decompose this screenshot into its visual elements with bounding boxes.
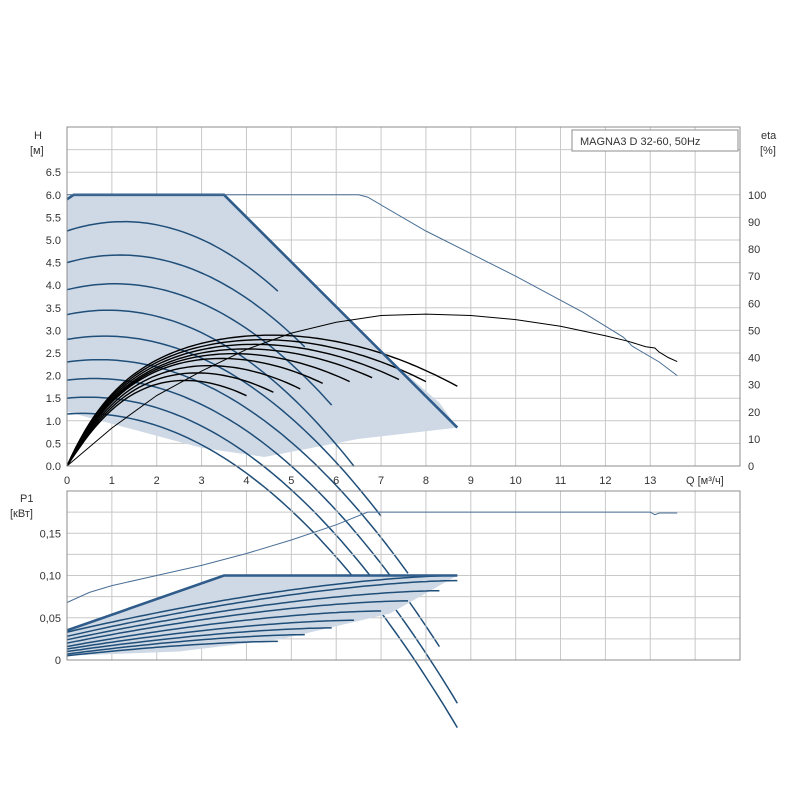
eta-line <box>66 313 678 467</box>
qh-x-tick: 7 <box>378 475 384 487</box>
qh-x-tick: 6 <box>333 475 339 487</box>
qh-y2-tick: 40 <box>748 353 760 365</box>
qh-x-tick: 8 <box>423 475 429 487</box>
qh-x-tick: 5 <box>288 475 294 487</box>
qh-y-tick: 5.0 <box>46 235 61 247</box>
p1-speed-curve <box>66 610 382 648</box>
p1-curves <box>66 511 678 657</box>
qh-efficiency-curve <box>66 372 274 467</box>
qh-x-tick: 2 <box>154 475 160 487</box>
qh-y-tick: 0.0 <box>46 461 61 473</box>
qh-y-tick: 1.5 <box>46 393 61 405</box>
qh-speed-curve <box>66 377 441 648</box>
qh-x-label: Q [м³/ч] <box>686 475 724 487</box>
qh-y2-tick: 20 <box>748 407 760 419</box>
qh-y-tick: 4.0 <box>46 280 61 292</box>
p1-speed-curve <box>66 640 278 657</box>
qh-y-tick: 2.5 <box>46 348 61 360</box>
qh-y-tick: 6.5 <box>46 167 61 179</box>
qh-y2-tick: 90 <box>748 217 760 229</box>
qh-efficiency-curve <box>66 339 427 467</box>
p1-speed-curve <box>66 600 408 644</box>
p1-y-label: P1 <box>20 493 33 505</box>
qh-efficiency-curve <box>66 357 324 467</box>
p1-speed-curve <box>66 589 440 641</box>
qh-plot-frame <box>66 126 741 467</box>
qh-efficiency-curve <box>66 343 400 467</box>
qh-x-tick: 0 <box>64 475 70 487</box>
qh-speed-curve <box>66 335 382 517</box>
qh-tick-labels: 0 1 2 3 4 5 6 7 8 9 10 11 12 130.00.51.01.52.02.53.03… <box>46 167 767 487</box>
qh-x-tick: 4 <box>243 475 249 487</box>
qh-y-tick: 4.5 <box>46 258 61 270</box>
p1-y-unit: [кВт] <box>10 508 33 520</box>
qh-grid <box>66 126 741 467</box>
qh-y2-label: eta <box>761 130 777 142</box>
p1-y-tick: 0,15 <box>40 528 61 540</box>
qh-y2-tick: 70 <box>748 271 760 283</box>
qh-y2-unit: [%] <box>760 145 776 157</box>
qh-speed-curve <box>66 220 279 292</box>
qh-efficiency-curve <box>66 365 301 467</box>
qh-x-tick: 3 <box>199 475 205 487</box>
qh-y-tick: 5.5 <box>46 212 61 224</box>
p1-y-tick: 0 <box>55 655 61 667</box>
p1-thin-curve <box>66 511 678 603</box>
qh-x-tick: 10 <box>510 475 522 487</box>
qh-x-tick: 1 <box>109 475 115 487</box>
p1-speed-curve <box>66 574 458 633</box>
p1-plot-frame <box>66 490 741 661</box>
qh-y2-tick: 30 <box>748 380 760 392</box>
qh-y-tick: 2.0 <box>46 371 61 383</box>
qh-y-label: H <box>34 130 42 142</box>
qh-x-tick: 13 <box>644 475 656 487</box>
qh-speed-curve <box>66 358 409 574</box>
qh-y2-tick: 50 <box>748 325 760 337</box>
p1-speed-curve <box>66 633 305 655</box>
qh-speed-curve <box>66 412 458 728</box>
legend-box <box>571 129 739 152</box>
p1-speed-curve <box>66 627 332 653</box>
qh-y2-tick: 60 <box>748 298 760 310</box>
qh-y-tick: 1.0 <box>46 416 61 428</box>
qh-y-tick: 6.0 <box>46 190 61 202</box>
qh-thin-curve <box>67 194 678 376</box>
qh-y-tick: 3.0 <box>46 325 61 337</box>
p1-speed-curve <box>66 579 458 638</box>
qh-y-unit: [м] <box>30 145 44 157</box>
qh-y2-tick: 80 <box>748 244 760 256</box>
qh-y2-tick: 0 <box>748 461 754 473</box>
qh-speed-curve <box>66 309 355 467</box>
qh-efficiency-curve <box>66 348 373 467</box>
p1-speed-curve <box>66 619 355 650</box>
qh-x-tick: 9 <box>468 475 474 487</box>
qh-y2-tick: 10 <box>748 434 760 446</box>
p1-y-tick: 0,05 <box>40 613 61 625</box>
p1-max-curve <box>66 574 458 632</box>
qh-y-tick: 3.5 <box>46 303 61 315</box>
qh-x-tick: 12 <box>599 475 611 487</box>
qh-speed-curve <box>66 254 306 348</box>
qh-efficiency-curve <box>66 334 458 467</box>
legend-title: MAGNA3 D 32-60, 50Hz <box>580 136 700 148</box>
qh-x-tick: 11 <box>555 475 566 487</box>
qh-efficiency-curve <box>66 353 350 467</box>
qh-efficiency-curve <box>66 379 247 467</box>
p1-y-tick: 0,10 <box>40 571 61 583</box>
p1-tick-labels: 0 0,05 0,10 0,15 <box>40 528 61 667</box>
qh-speed-curve <box>66 283 333 406</box>
qh-y-tick: 0.5 <box>46 438 61 450</box>
qh-y2-tick: 100 <box>748 190 766 202</box>
